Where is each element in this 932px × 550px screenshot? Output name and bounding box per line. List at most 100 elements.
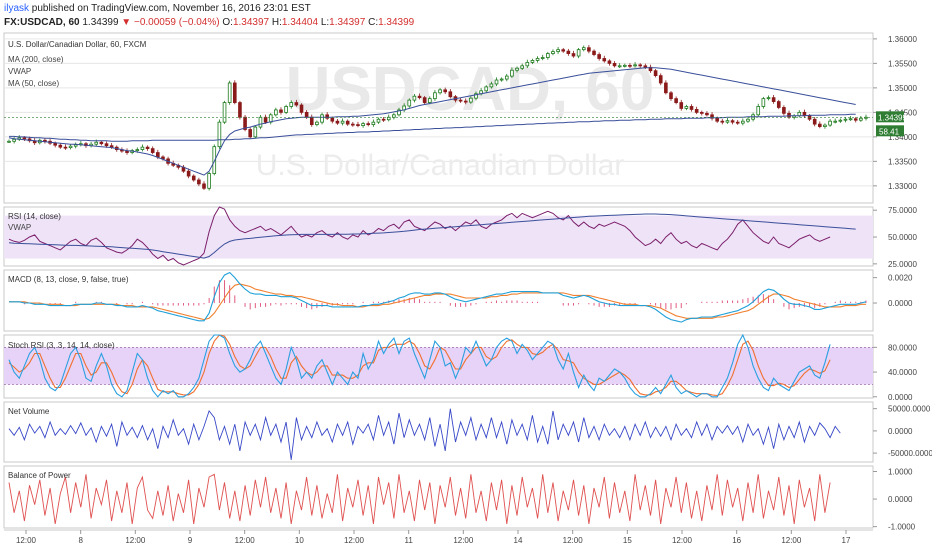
volume-tick-label: 50000.0000 <box>888 405 931 414</box>
candle-body <box>135 149 140 151</box>
candle-body <box>510 69 514 77</box>
stoch-pane-title: Stoch RSI (3, 3, 14, 14, close) <box>8 341 115 350</box>
high-label: H: <box>271 17 282 28</box>
time-tick-label: 11 <box>405 536 414 545</box>
candle-body <box>828 120 832 126</box>
bop-tick-label: -1.0000 <box>888 523 916 532</box>
bop-tick-label: 0.0000 <box>888 495 913 504</box>
candle-body <box>694 109 699 113</box>
candle-body <box>833 120 838 123</box>
candle-body <box>258 116 263 128</box>
candle-body <box>504 75 509 80</box>
candle-body <box>730 120 735 123</box>
stoch-d-line <box>8 334 831 397</box>
candle-body <box>274 109 278 116</box>
symbol: FX:USDCAD, 60 <box>4 17 80 28</box>
candle-body <box>761 98 766 107</box>
candle-body <box>546 53 550 58</box>
open-label: O: <box>222 17 233 28</box>
candle-body <box>417 95 422 99</box>
bop-pane-title: Balance of Power <box>8 471 71 480</box>
last-price-tag <box>876 111 904 123</box>
candle-body <box>356 124 360 127</box>
candle-body <box>397 109 401 116</box>
candle-body <box>551 51 555 54</box>
candle-body <box>469 97 473 103</box>
time-tick-label: 12:00 <box>344 536 365 545</box>
candle-body <box>859 117 863 121</box>
candle-body <box>776 101 781 108</box>
volume-pane-title: Net Volume <box>8 407 50 416</box>
candle-body <box>99 141 104 145</box>
candle-body <box>73 144 78 147</box>
candle-body <box>556 49 560 53</box>
candle-body <box>407 99 412 107</box>
candle-body <box>623 64 627 67</box>
rsi-indicator-label: VWAP <box>8 223 31 232</box>
time-tick-label: 12:00 <box>125 536 146 545</box>
candle-body <box>797 111 802 117</box>
close-label: C: <box>368 17 379 28</box>
macd-tick-label: 0.0000 <box>888 299 913 308</box>
rsi-band <box>4 215 873 259</box>
time-tick-label: 12:00 <box>16 536 37 545</box>
macd-signal-line <box>9 283 866 321</box>
candle-body <box>340 120 345 124</box>
candle-body <box>782 107 786 114</box>
candle-body <box>304 111 309 118</box>
candle-body <box>371 121 376 126</box>
candle-body <box>597 54 601 59</box>
candle-body <box>489 83 494 88</box>
candle-body <box>735 121 740 124</box>
candle-body <box>515 67 519 71</box>
net-volume-line <box>8 408 841 460</box>
candle-body <box>238 102 242 118</box>
candle-body <box>433 92 437 100</box>
candle-body <box>561 49 566 52</box>
candle-body <box>699 111 704 114</box>
candle-body <box>448 91 453 98</box>
candle-body <box>104 143 109 147</box>
symbol-line: FX:USDCAD, 60 1.34399 ▼ −0.00059 (−0.04%… <box>4 17 414 28</box>
candle-body <box>125 150 129 153</box>
candle-body <box>253 126 258 138</box>
candle-body <box>43 139 47 142</box>
time-tick-label: 9 <box>188 536 193 545</box>
candle-body <box>150 148 155 153</box>
candle-body <box>315 121 319 126</box>
rsi-tick-label: 50.0000 <box>888 233 917 242</box>
macd-pane-title: MACD (8, 13, close, 9, false, true) <box>8 275 129 284</box>
time-tick-label: 12:00 <box>781 536 802 545</box>
candle-body <box>756 106 761 116</box>
time-tick-label: 15 <box>623 536 632 545</box>
candle-body <box>263 116 268 123</box>
price-indicator-label: MA (50, close) <box>8 79 59 88</box>
price-tick-label: 1.35500 <box>888 59 917 68</box>
ma50-line <box>8 67 856 176</box>
candle-body <box>68 145 73 149</box>
candle-body <box>766 97 771 100</box>
candle-body <box>140 146 145 150</box>
watermark-name: U.S. Dollar/Canadian Dollar <box>256 149 625 182</box>
ma200-line <box>9 113 856 142</box>
price-tick-label: 1.33500 <box>888 157 917 166</box>
watermark-symbol: USDCAD, 60 <box>286 55 655 124</box>
candle-body <box>848 118 853 121</box>
candle-body <box>12 138 16 142</box>
candle-body <box>186 170 191 177</box>
candle-body <box>361 123 365 126</box>
candle-body <box>207 173 211 189</box>
publish-line: ilyask published on TradingView.com, Nov… <box>4 3 311 14</box>
author-link[interactable]: ilyask <box>4 3 30 14</box>
candle-body <box>63 146 68 149</box>
candle-body <box>345 120 350 125</box>
vwap-line <box>8 213 856 259</box>
candle-body <box>576 49 581 57</box>
candle-body <box>458 99 463 102</box>
candle-body <box>617 65 622 68</box>
candle-body <box>628 64 632 67</box>
candle-body <box>715 117 719 122</box>
macd-line <box>9 271 867 323</box>
candle-body <box>197 179 201 185</box>
